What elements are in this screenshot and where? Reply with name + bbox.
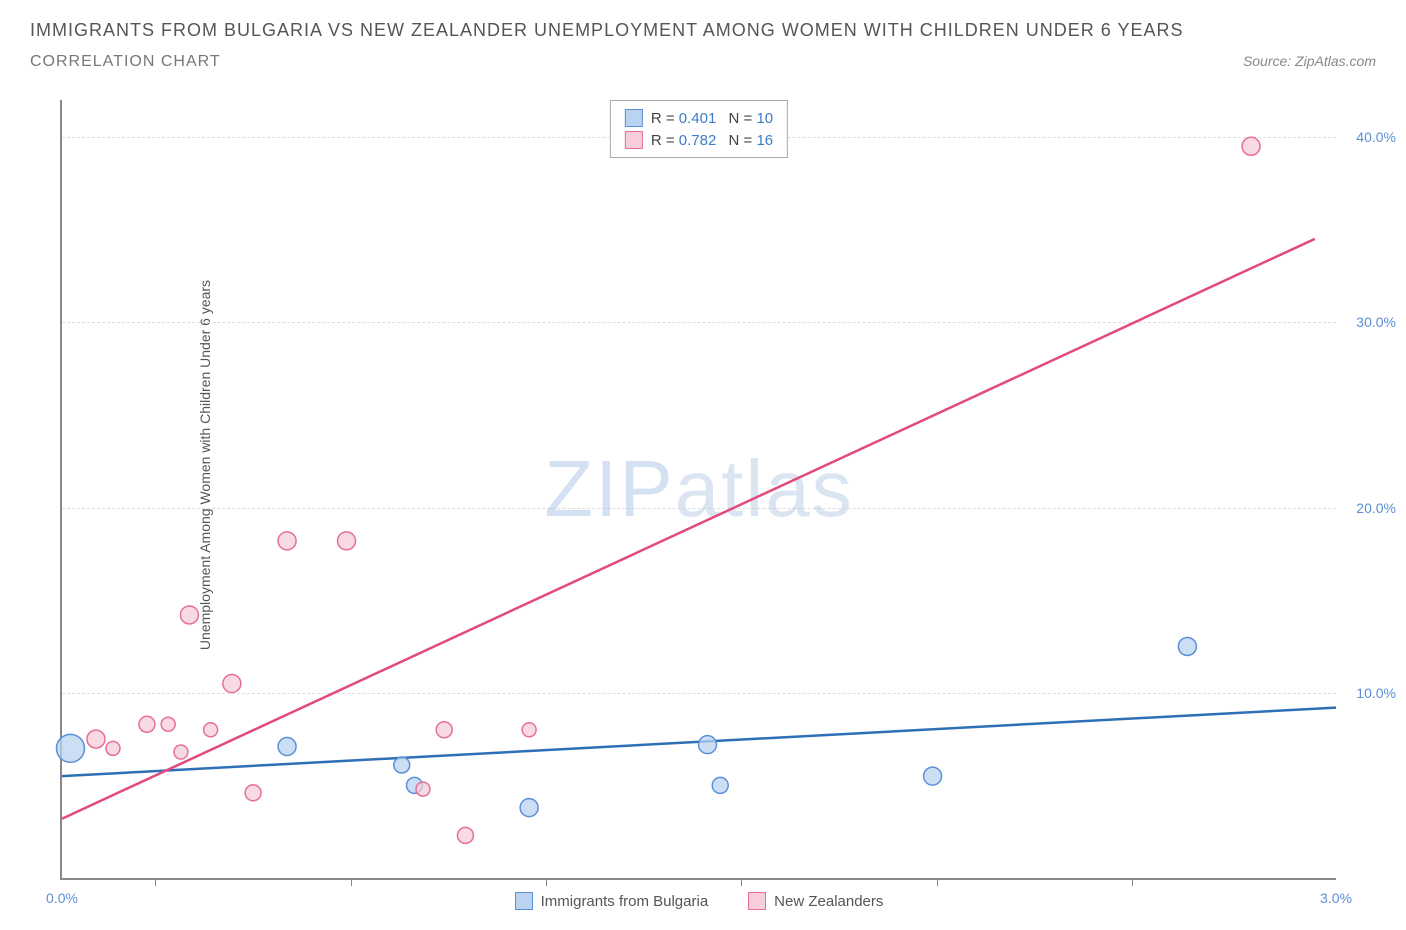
x-tick (546, 878, 547, 886)
x-tick (155, 878, 156, 886)
swatch-b-icon (748, 892, 766, 910)
data-point-a (278, 737, 296, 755)
data-point-b (245, 785, 261, 801)
x-tick (1132, 878, 1133, 886)
series-legend: Immigrants from Bulgaria New Zealanders (62, 892, 1336, 910)
swatch-a-icon (625, 109, 643, 127)
data-point-b (436, 722, 452, 738)
x-tick (937, 878, 938, 886)
data-point-a (1178, 637, 1196, 655)
data-point-b (174, 745, 188, 759)
source-label: Source: ZipAtlas.com (1243, 53, 1376, 69)
legend-item-b: New Zealanders (748, 892, 883, 910)
data-point-b (338, 532, 356, 550)
data-point-a (394, 757, 410, 773)
data-point-a (520, 799, 538, 817)
stats-row-a: R = 0.401 N = 10 (625, 107, 773, 129)
data-point-b (278, 532, 296, 550)
data-point-b (1242, 137, 1260, 155)
data-point-b (87, 730, 105, 748)
data-point-a (56, 734, 84, 762)
y-tick-label: 30.0% (1356, 314, 1396, 330)
data-point-b (457, 827, 473, 843)
data-point-b (416, 782, 430, 796)
x-tick-label: 0.0% (46, 890, 78, 906)
data-point-b (161, 717, 175, 731)
data-point-b (106, 741, 120, 755)
data-point-a (698, 736, 716, 754)
trend-line-b (62, 239, 1315, 819)
data-point-a (924, 767, 942, 785)
swatch-a-icon (515, 892, 533, 910)
x-tick (351, 878, 352, 886)
data-point-a (712, 777, 728, 793)
stats-row-b: R = 0.782 N = 16 (625, 129, 773, 151)
y-tick-label: 40.0% (1356, 129, 1396, 145)
data-point-b (204, 723, 218, 737)
chart-plot-area: ZIPatlas R = 0.401 N = 10 R = 0.782 N = … (60, 100, 1336, 880)
x-tick-label: 3.0% (1320, 890, 1352, 906)
stats-legend: R = 0.401 N = 10 R = 0.782 N = 16 (610, 100, 788, 158)
data-point-b (139, 716, 155, 732)
legend-item-a: Immigrants from Bulgaria (515, 892, 709, 910)
chart-title: IMMIGRANTS FROM BULGARIA VS NEW ZEALANDE… (30, 20, 1376, 41)
data-point-b (522, 723, 536, 737)
y-tick-label: 20.0% (1356, 500, 1396, 516)
chart-subtitle: CORRELATION CHART (30, 53, 221, 71)
plot-svg (62, 100, 1336, 878)
x-tick (741, 878, 742, 886)
swatch-b-icon (625, 131, 643, 149)
data-point-b (180, 606, 198, 624)
y-tick-label: 10.0% (1356, 685, 1396, 701)
data-point-b (223, 675, 241, 693)
